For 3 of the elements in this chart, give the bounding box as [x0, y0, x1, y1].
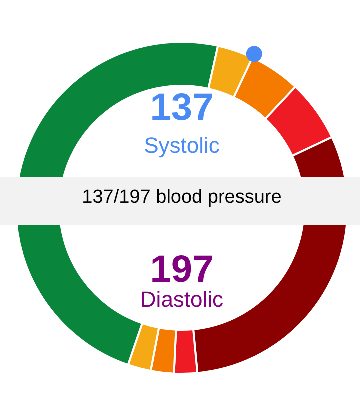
text: 137/197 blood pressure — [82, 187, 282, 208]
text: 137 — [150, 87, 214, 129]
text: Systolic — [144, 133, 220, 158]
